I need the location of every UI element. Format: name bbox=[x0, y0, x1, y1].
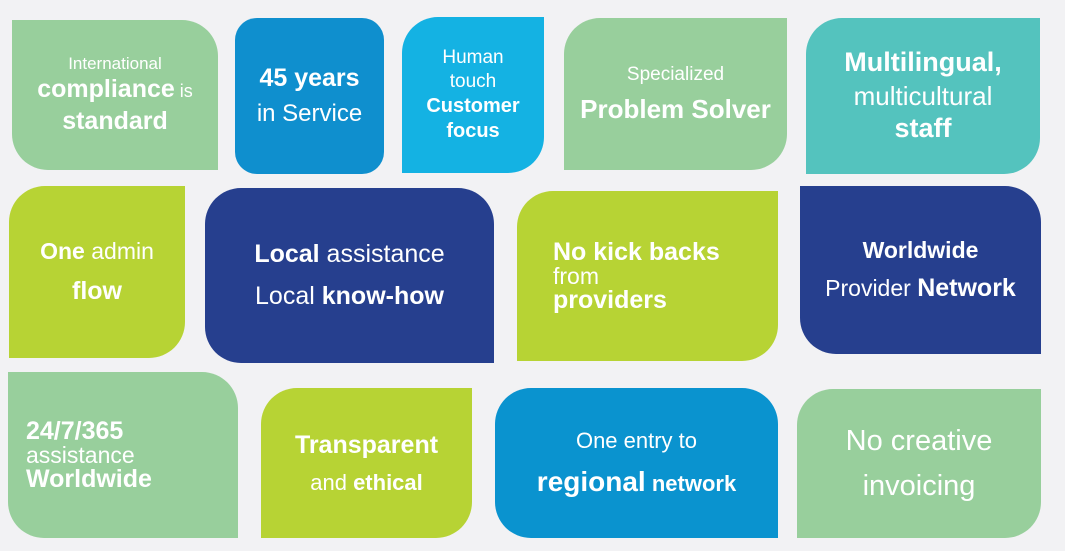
tile-local-assistance: Local assistance Local know-how bbox=[205, 188, 494, 363]
tile-text-bold: staff bbox=[894, 113, 952, 144]
tile-text-bold: standard bbox=[62, 106, 168, 135]
tile-text-bold: Customer bbox=[426, 94, 520, 117]
tile-text-bold: providers bbox=[553, 285, 667, 314]
tile-text: assistance bbox=[319, 240, 445, 269]
tile-24-7-365: 24/7/365 assistance Worldwide bbox=[8, 372, 238, 538]
tile-text-bold: compliance bbox=[37, 75, 175, 104]
tile-text-bold: ethical bbox=[353, 469, 423, 495]
tile-text-bold: Multilingual, bbox=[844, 47, 1002, 77]
tile-text-bold: Network bbox=[917, 273, 1016, 302]
tile-text: Specialized bbox=[626, 63, 725, 85]
tile-text-bold: focus bbox=[446, 119, 500, 142]
tile-text: Local bbox=[255, 281, 322, 310]
tile-text-bold: Worldwide bbox=[26, 464, 152, 493]
tile-45-years: 45 years in Service bbox=[235, 18, 384, 174]
tile-no-creative-invoicing: No creative invoicing bbox=[797, 389, 1041, 538]
tile-international-compliance: International compliance is standard bbox=[12, 20, 218, 170]
tile-text: Human bbox=[442, 47, 504, 69]
tile-text-bold: flow bbox=[72, 276, 122, 305]
tile-human-touch: Human touch Customer focus bbox=[402, 17, 544, 173]
tile-text-bold: Worldwide bbox=[862, 237, 979, 263]
tile-text: invoicing bbox=[862, 469, 976, 502]
tile-text: multicultural bbox=[853, 80, 993, 111]
tile-text: assistance bbox=[26, 441, 135, 468]
tile-text-bold: One bbox=[40, 238, 85, 264]
tile-text-bold: 45 years bbox=[259, 64, 360, 93]
tile-regional-network: One entry to regional network bbox=[495, 388, 778, 538]
tile-text-bold: 24/7/365 bbox=[26, 416, 124, 445]
tile-multilingual: Multilingual, multicultural staff bbox=[806, 18, 1040, 174]
tile-text: in Service bbox=[256, 99, 363, 127]
tile-text-bold: know-how bbox=[321, 281, 444, 310]
tile-text: and bbox=[310, 469, 354, 495]
tile-text: International bbox=[68, 54, 162, 74]
tile-text: touch bbox=[449, 71, 497, 92]
tile-one-admin-flow: One admin flow bbox=[9, 186, 185, 358]
tile-text: Provider bbox=[825, 274, 918, 301]
tile-text-bold: regional bbox=[536, 466, 646, 498]
tile-text: admin bbox=[84, 238, 154, 264]
tile-text: No creative bbox=[845, 425, 993, 458]
tile-transparent-ethical: Transparent and ethical bbox=[261, 388, 472, 538]
tile-no-kick-backs: No kick backs from providers bbox=[517, 191, 778, 361]
tile-text: is bbox=[174, 81, 193, 102]
tile-text: from bbox=[553, 262, 599, 289]
tile-text-bold: Problem Solver bbox=[580, 93, 771, 124]
tile-problem-solver: Specialized Problem Solver bbox=[564, 18, 787, 170]
tile-text-bold: network bbox=[645, 471, 737, 497]
tile-worldwide-network: Worldwide Provider Network bbox=[800, 186, 1041, 354]
tile-text: One entry to bbox=[575, 427, 698, 453]
tile-text-bold: No kick backs bbox=[553, 237, 720, 266]
tile-text-bold: Transparent bbox=[294, 430, 439, 459]
tile-text-bold: Local bbox=[254, 240, 320, 269]
